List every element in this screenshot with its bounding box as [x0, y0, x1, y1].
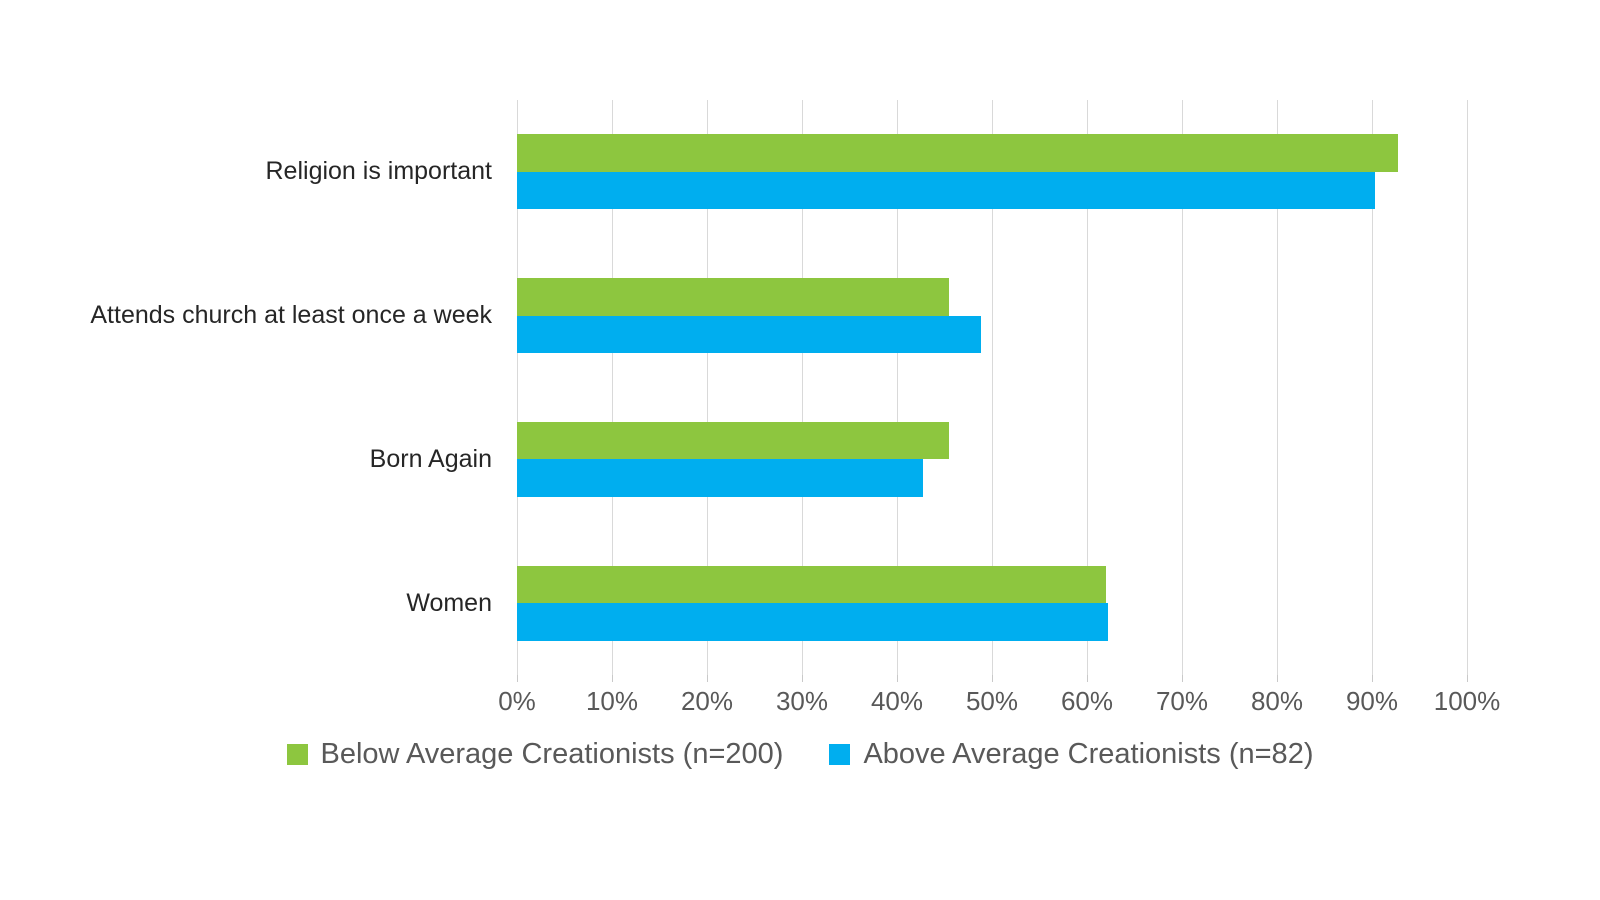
bar-series-0-2	[517, 421, 950, 460]
x-axis-tick-label: 10%	[585, 686, 639, 716]
x-axis-tick-label: 50%	[965, 686, 1019, 716]
legend-item: Above Average Creationists (n=82)	[829, 738, 1313, 771]
gridline	[992, 100, 993, 675]
x-axis-tick	[707, 675, 708, 682]
x-axis-tick-label: 90%	[1345, 686, 1399, 716]
x-axis-tick-label: 100%	[1433, 686, 1501, 716]
legend-label: Below Average Creationists (n=200)	[320, 738, 784, 770]
gridline	[517, 100, 518, 675]
category-label: Attends church at least once a week	[90, 301, 492, 329]
x-axis-tick	[1372, 675, 1373, 682]
gridline	[1372, 100, 1373, 675]
gridline	[1087, 100, 1088, 675]
x-axis-tick	[1182, 675, 1183, 682]
bar-series-0-0	[517, 134, 1398, 172]
x-axis-tick-label: 40%	[870, 686, 924, 716]
category-label: Religion is important	[265, 157, 493, 186]
x-axis-tick	[612, 675, 613, 682]
bar-series-0-1	[517, 278, 950, 316]
bar-series-1-1	[517, 315, 981, 354]
bar-series-1-2	[517, 459, 923, 497]
x-axis-tick	[802, 675, 803, 682]
legend-swatch-icon	[829, 744, 851, 765]
x-axis-tick	[517, 675, 518, 682]
x-axis-tick	[1087, 675, 1088, 682]
x-axis-tick-label: 30%	[775, 686, 829, 716]
gridline	[802, 100, 803, 675]
x-axis-tick-label: 60%	[1060, 686, 1114, 716]
plot-area	[517, 100, 1468, 675]
legend-swatch-icon	[286, 744, 308, 765]
legend: Below Average Creationists (n=200) Above …	[0, 738, 1600, 771]
gridline	[612, 100, 613, 675]
category-label: Women	[406, 588, 492, 617]
gridline	[1277, 100, 1278, 675]
x-axis-tick-label: 80%	[1250, 686, 1304, 716]
x-axis-tick-label: 0%	[498, 686, 536, 716]
x-axis-tick	[1277, 675, 1278, 682]
gridline	[1182, 100, 1183, 675]
legend-item: Below Average Creationists (n=200)	[286, 738, 784, 771]
bar-series-1-3	[517, 603, 1108, 641]
bar-series-0-3	[517, 565, 1106, 604]
x-axis-tick	[1467, 675, 1468, 682]
legend-label: Above Average Creationists (n=82)	[863, 738, 1314, 770]
gridline	[707, 100, 708, 675]
bar-series-1-0	[517, 171, 1375, 210]
gridline	[897, 100, 898, 675]
gridline	[1467, 100, 1468, 675]
category-label: Born Again	[369, 444, 492, 473]
x-axis-tick-label: 70%	[1155, 686, 1209, 716]
x-axis-tick	[992, 675, 993, 682]
x-axis-tick-label: 20%	[680, 686, 734, 716]
x-axis-tick	[897, 675, 898, 682]
